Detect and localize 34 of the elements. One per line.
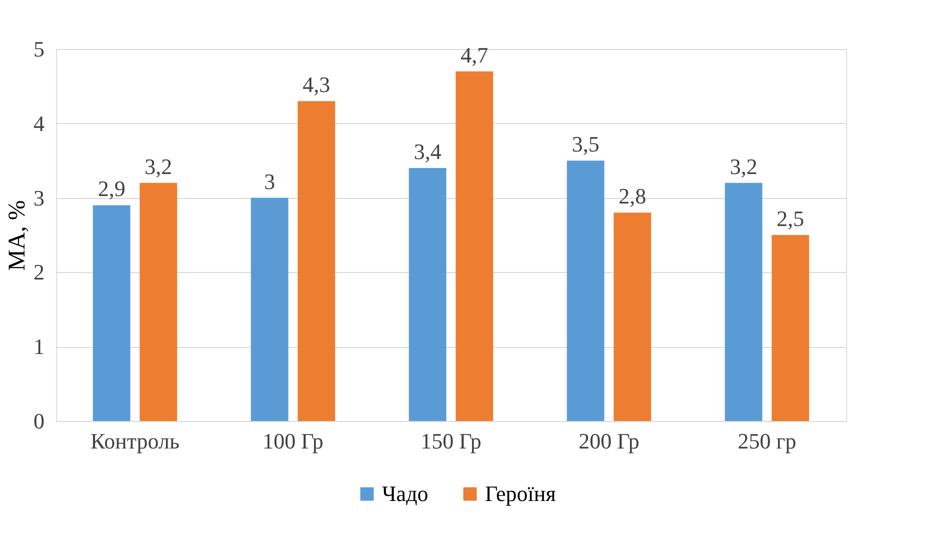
data-label: 4,7 <box>460 42 488 68</box>
legend-label: Героїня <box>485 481 556 506</box>
data-label: 3 <box>264 168 276 194</box>
x-tick-label: 250 гр <box>738 428 796 454</box>
legend-label: Чадо <box>382 481 428 506</box>
bar <box>298 101 336 421</box>
x-tick-label: 150 Гр <box>420 428 482 454</box>
y-axis-title: МА, % <box>4 200 30 271</box>
data-label: 2,5 <box>776 206 804 231</box>
bar <box>408 168 446 421</box>
data-label: 3,2 <box>144 154 172 179</box>
y-tick-label: 3 <box>34 185 44 210</box>
data-label: 2,9 <box>98 176 126 202</box>
data-label: 3,4 <box>414 139 442 164</box>
data-label: 2,8 <box>618 184 646 209</box>
y-tick-label: 0 <box>34 408 44 434</box>
bar <box>772 235 810 421</box>
bar <box>566 160 604 421</box>
data-label: 3,2 <box>730 154 758 179</box>
x-tick-label: Контроль <box>90 428 180 454</box>
bar <box>92 205 130 421</box>
y-tick-label: 2 <box>34 260 44 285</box>
data-label: 3,5 <box>572 132 600 157</box>
data-label: 4,3 <box>302 72 330 98</box>
y-tick-label: 1 <box>34 334 44 360</box>
bar <box>724 182 762 421</box>
bar <box>140 182 178 421</box>
y-tick-label: 5 <box>34 36 44 62</box>
x-tick-label: 100 Гр <box>262 428 324 454</box>
x-tick-label: 200 Гр <box>578 428 640 454</box>
y-tick-label: 4 <box>34 110 44 136</box>
bar <box>250 198 288 421</box>
bar <box>456 71 494 421</box>
bar <box>614 212 652 421</box>
